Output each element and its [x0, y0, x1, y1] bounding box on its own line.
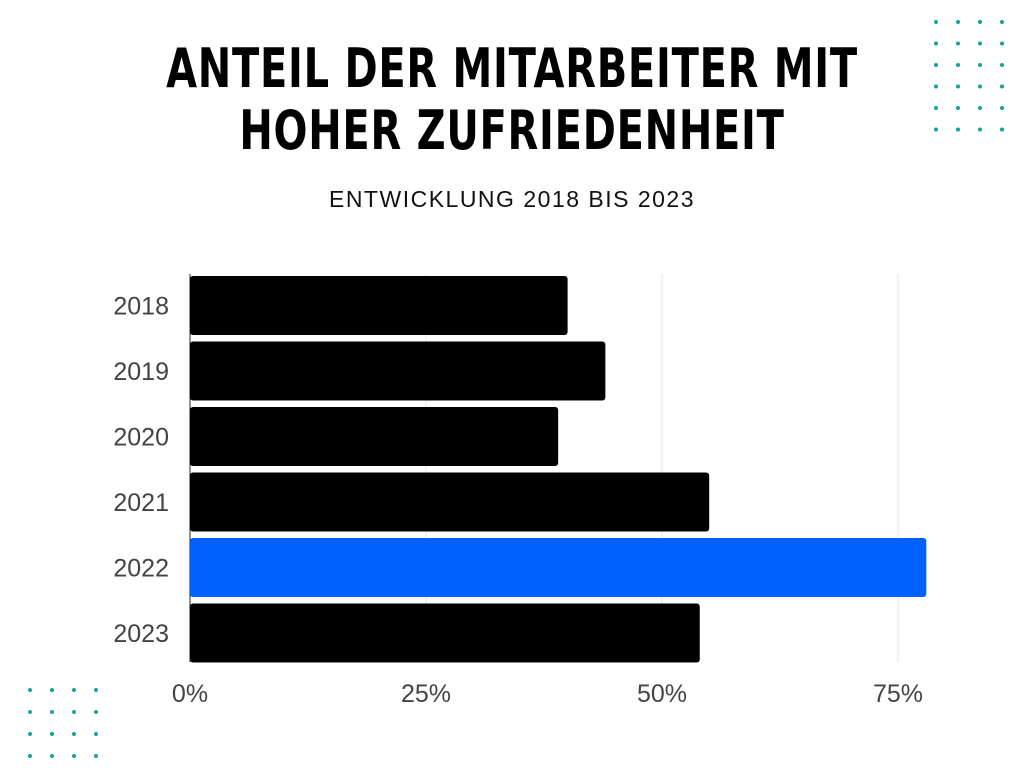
x-tick-label: 75% [873, 680, 923, 708]
decorative-dot [934, 41, 938, 46]
bar [190, 407, 559, 466]
category-label: 2023 [113, 620, 169, 648]
decorative-dot [94, 688, 98, 692]
decorative-dot [956, 63, 960, 67]
decorative-dot-grid-top-right [926, 14, 1016, 144]
bar-highlight [190, 538, 927, 597]
decorative-dot [956, 84, 960, 89]
decorative-dot [978, 106, 982, 110]
decorative-dot [28, 754, 32, 758]
decorative-dot [1000, 106, 1004, 110]
category-label: 2020 [113, 424, 169, 452]
bar [190, 341, 606, 401]
decorative-dot [94, 710, 98, 714]
bar [190, 472, 710, 532]
decorative-dot [50, 754, 54, 758]
decorative-dot [72, 688, 76, 692]
decorative-dot [934, 20, 938, 24]
bar [190, 276, 568, 335]
decorative-dot [50, 710, 54, 714]
category-label: 2018 [113, 293, 169, 321]
grid-lines [189, 274, 899, 662]
decorative-dot [28, 732, 32, 736]
decorative-dot [956, 41, 960, 46]
decorative-dot [94, 754, 98, 758]
chart-subtitle: ENTWICKLUNG 2018 BIS 2023 [328, 186, 696, 212]
x-tick-label: 0% [172, 680, 208, 708]
decorative-dot [1000, 63, 1004, 67]
decorative-dot [978, 41, 982, 46]
decorative-dot [956, 106, 960, 110]
dot-grid-svg [934, 20, 1004, 132]
chart-title-line2: HOHER ZUFRIEDENHEIT [239, 99, 785, 162]
decorative-dot [934, 106, 938, 110]
decorative-dot [28, 688, 32, 692]
category-label: 2019 [113, 358, 169, 386]
dot-grid-svg [28, 688, 98, 758]
decorative-dot [72, 732, 76, 736]
decorative-dot-grid-bottom-left [20, 682, 110, 766]
category-label: 2022 [113, 555, 169, 583]
decorative-dot [978, 84, 982, 89]
decorative-dot [50, 688, 54, 692]
chart-title: ANTEIL DER MITARBEITER MIT HOHER ZUFRIED… [133, 38, 891, 162]
x-tick-label: 25% [401, 680, 451, 708]
decorative-dot [934, 63, 938, 67]
decorative-dot [28, 710, 32, 714]
decorative-dot [72, 754, 76, 758]
category-label: 2021 [113, 489, 169, 517]
bar [190, 603, 700, 663]
decorative-dot [934, 127, 938, 132]
decorative-dot [94, 732, 98, 736]
decorative-dot [978, 127, 982, 132]
decorative-dot [1000, 41, 1004, 46]
bars [190, 276, 927, 663]
x-tick-label: 50% [637, 680, 687, 708]
decorative-dot [1000, 84, 1004, 89]
decorative-dot [72, 710, 76, 714]
decorative-dot [978, 63, 982, 67]
decorative-dot [956, 127, 960, 132]
decorative-dot [1000, 20, 1004, 24]
decorative-dot [50, 732, 54, 736]
decorative-dot [956, 20, 960, 24]
decorative-dot [934, 84, 938, 89]
decorative-dot [1000, 127, 1004, 132]
x-axis-ticks: 0% 25% 50% 75% [172, 680, 923, 708]
decorative-dot [978, 20, 982, 24]
chart-title-line1: ANTEIL DER MITARBEITER MIT [166, 37, 858, 100]
category-labels: 2018 2019 2020 2021 2022 2023 [113, 293, 169, 649]
